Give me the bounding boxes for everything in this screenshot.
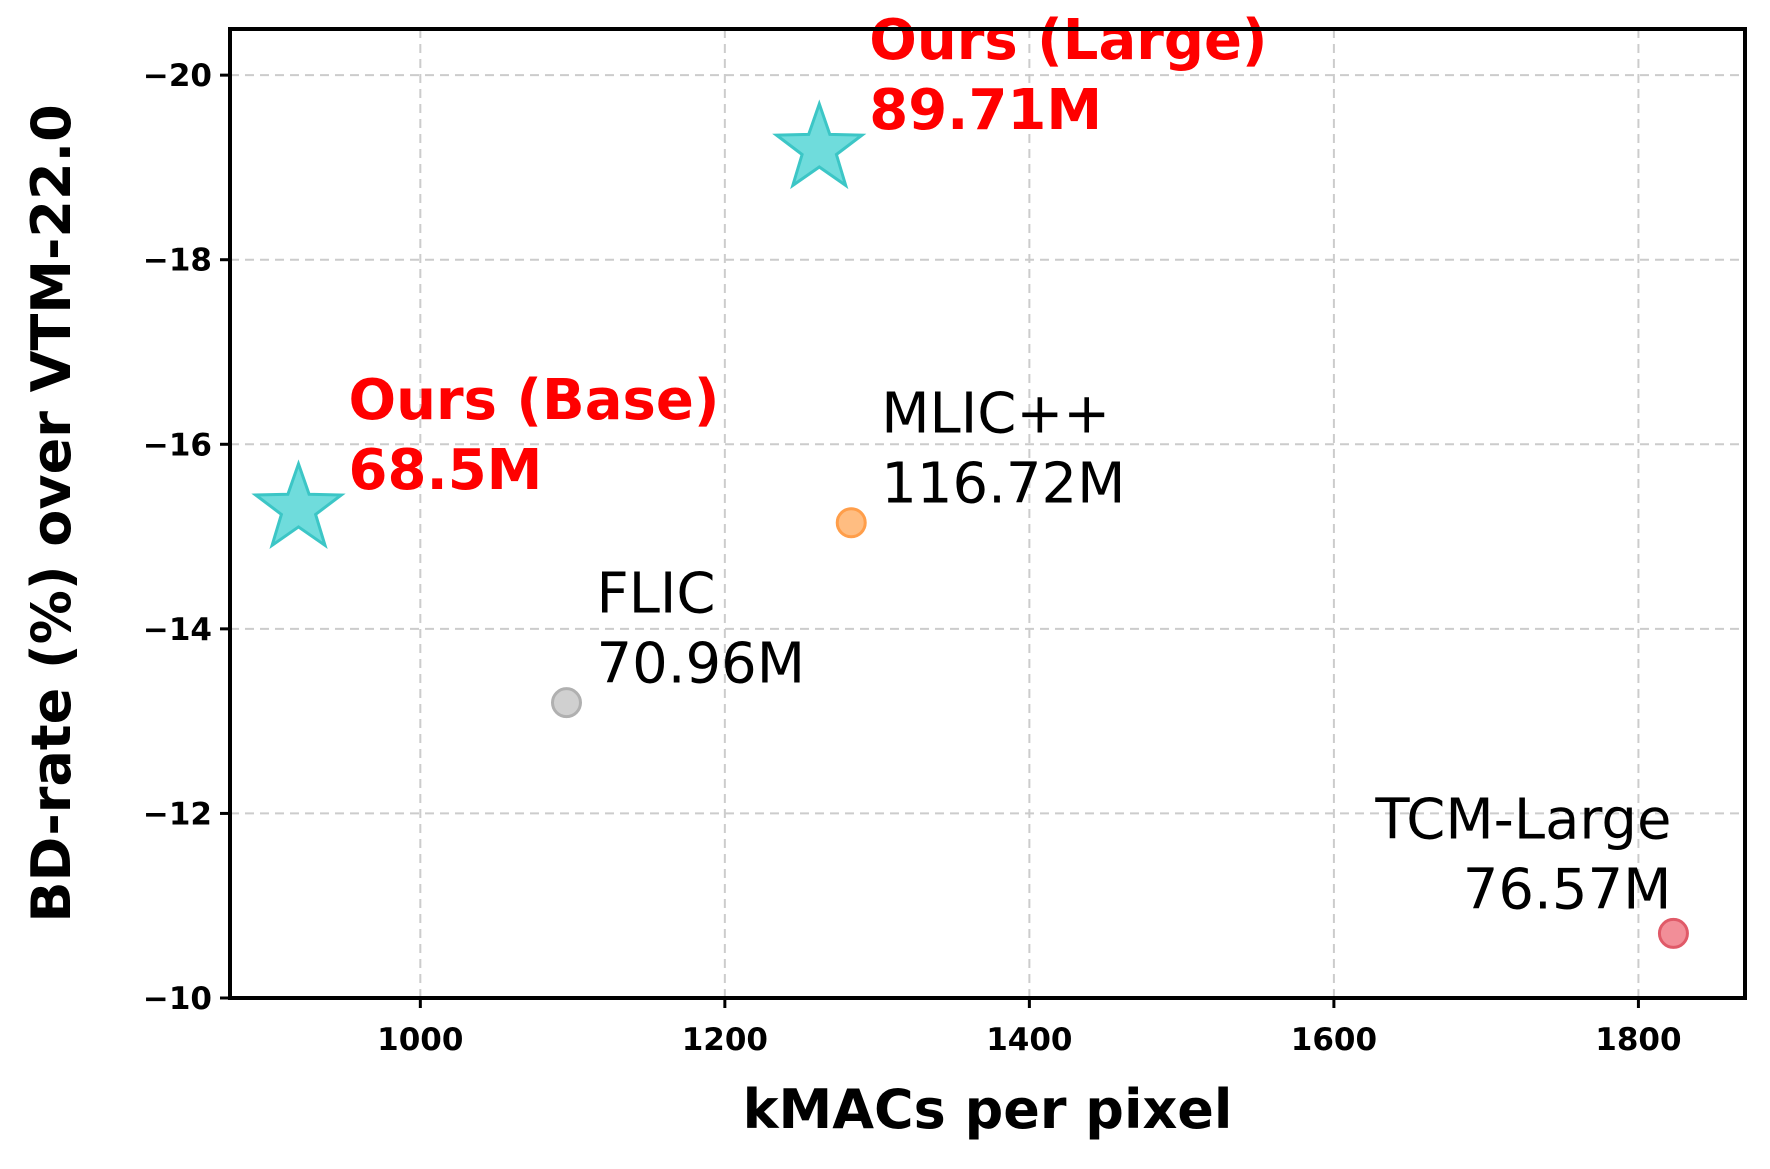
- y-tick-label: −16: [143, 427, 212, 463]
- point-params-label: 70.96M: [596, 632, 805, 697]
- x-tick-label: 1800: [1595, 1022, 1681, 1058]
- point-name-label: Ours (Large): [869, 8, 1267, 73]
- data-points: [251, 99, 1689, 949]
- plot-frame: [228, 27, 1747, 1000]
- circle-marker: [550, 687, 582, 719]
- x-tick-label: 1000: [377, 1022, 463, 1058]
- circle-marker: [835, 507, 867, 539]
- y-tick-label: −14: [143, 612, 212, 648]
- x-tick-label: 1200: [682, 1022, 768, 1058]
- point-labels: Ours (Large)89.71M Ours (Base)68.5M MLIC++…: [349, 8, 1672, 922]
- axis-ticks: 1000 1200 1400 1600 1800 −10 −12 −14 −16 −18 −20: [143, 58, 1682, 1058]
- circle-marker: [1657, 917, 1689, 949]
- point-name-label: MLIC++: [881, 382, 1110, 447]
- point-params-label: 89.71M: [869, 78, 1102, 143]
- y-tick-label: −18: [143, 243, 212, 279]
- point-name-label: FLIC: [596, 562, 715, 627]
- y-axis-label: BD-rate (%) over VTM-22.0: [20, 104, 83, 922]
- point-name-label: TCM-Large: [1374, 787, 1671, 852]
- x-axis-label: kMACs per pixel: [743, 1078, 1233, 1141]
- point-params-label: 116.72M: [881, 452, 1125, 517]
- y-tick-label: −12: [143, 796, 212, 832]
- y-tick-label: −10: [143, 981, 212, 1017]
- point-params-label: 68.5M: [349, 438, 543, 503]
- y-tick-label: −20: [143, 58, 212, 94]
- star-marker: [251, 459, 346, 549]
- x-tick-label: 1600: [1291, 1022, 1377, 1058]
- x-tick-label: 1400: [986, 1022, 1072, 1058]
- point-params-label: 76.57M: [1463, 857, 1672, 922]
- point-name-label: Ours (Base): [349, 368, 720, 433]
- star-marker: [772, 99, 867, 190]
